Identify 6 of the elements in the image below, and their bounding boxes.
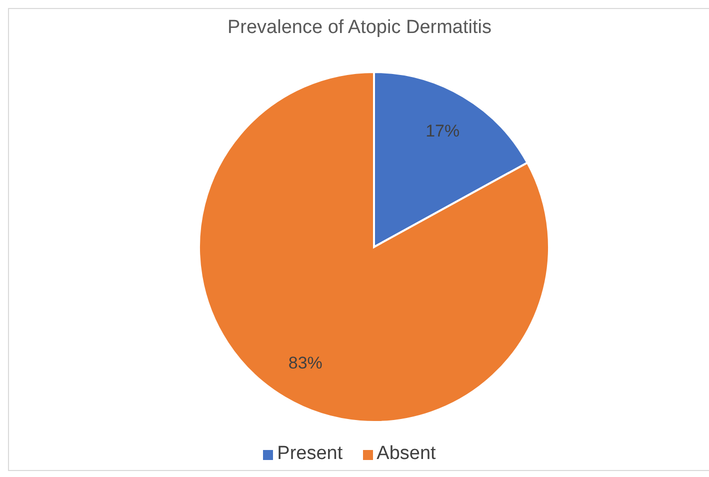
pie-slice — [198, 71, 550, 423]
chart-title: Prevalence of Atopic Dermatitis — [226, 17, 492, 39]
legend-label: Present — [277, 443, 343, 464]
data-label: 17% — [426, 122, 460, 141]
legend-label: Absent — [376, 443, 436, 464]
data-label: 83% — [288, 353, 322, 372]
